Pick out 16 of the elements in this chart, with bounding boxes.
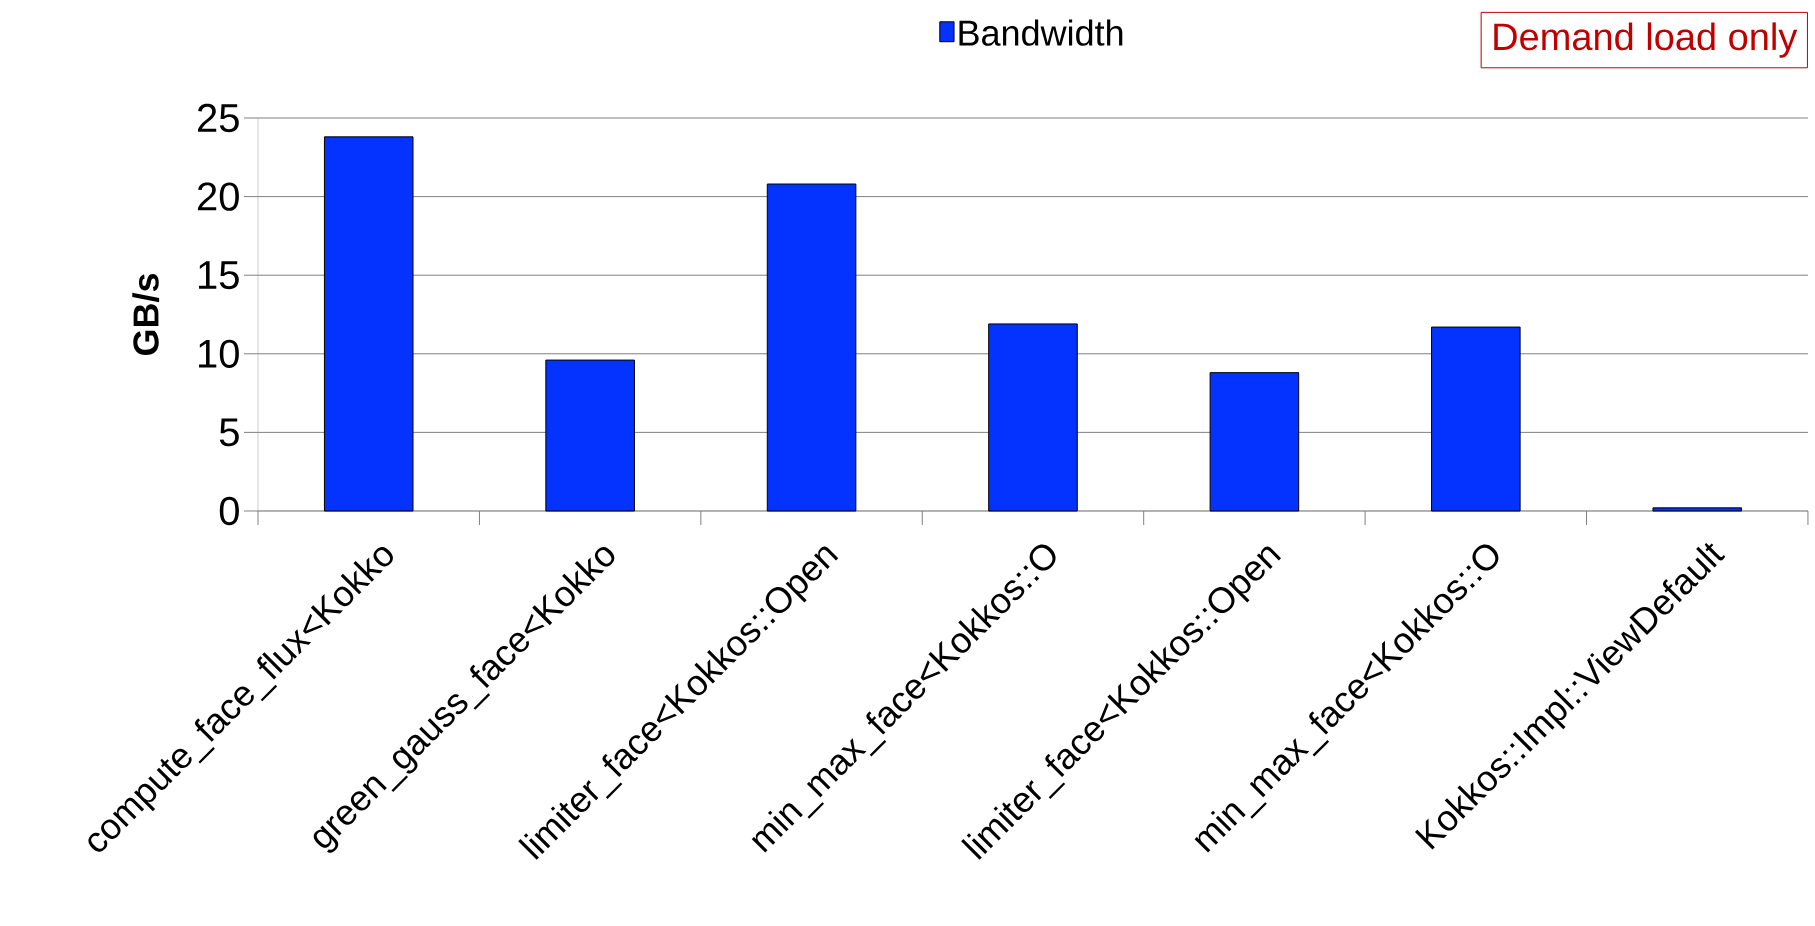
text: Demand load only <box>1494 22 1798 58</box>
bar <box>1209 372 1300 512</box>
y-tick-label: 15 <box>199 261 239 290</box>
y-tick-label: 20 <box>197 182 239 211</box>
y-tick-label: 5 <box>219 418 239 447</box>
y-tick-label: 10 <box>199 339 239 368</box>
y-tick-label: 0 <box>219 496 239 526</box>
bar <box>1652 507 1743 512</box>
y-tick-label: 25 <box>197 103 239 133</box>
bar <box>766 183 857 512</box>
legend-label: Bandwidth <box>959 19 1123 46</box>
bar <box>988 323 1078 512</box>
y-axis-title: GB/s <box>132 273 160 356</box>
bar <box>323 136 414 512</box>
bar <box>1431 326 1521 512</box>
bar <box>545 359 635 512</box>
